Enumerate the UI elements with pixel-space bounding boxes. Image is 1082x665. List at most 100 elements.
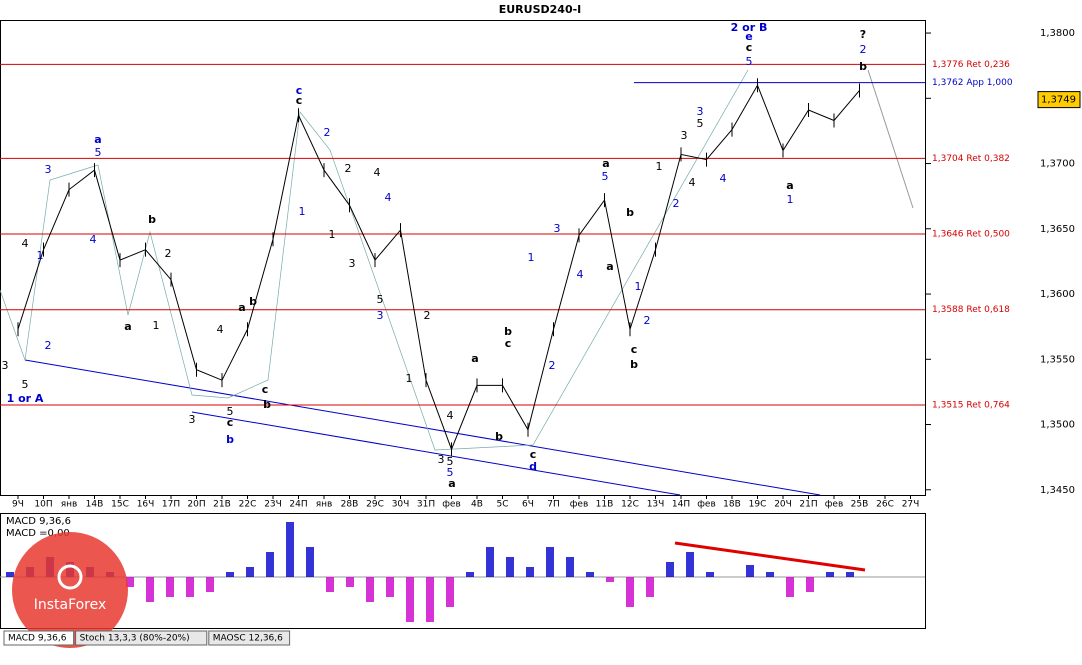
wave-label: 3: [438, 453, 445, 466]
macd-bar: [406, 577, 414, 622]
wave-label: a: [448, 477, 455, 490]
x-tick-label: 26С: [876, 500, 894, 510]
x-tick-label: 21П: [799, 500, 817, 510]
macd-bar: [786, 577, 794, 597]
trend-line: [191, 411, 681, 496]
macd-bar: [186, 577, 194, 597]
x-tick-label: янв: [61, 500, 78, 510]
wave-label: a: [602, 157, 609, 170]
macd-bar: [246, 567, 254, 577]
wave-label: b: [859, 60, 867, 73]
x-tick-label: 24П: [289, 500, 307, 510]
wave-label: a: [471, 352, 478, 365]
wave-label: 2: [45, 339, 52, 352]
wave-label: 5: [95, 146, 102, 159]
wave-label: b: [148, 213, 156, 226]
level-label: 1,3588 Ret 0,618: [932, 305, 1010, 315]
macd-bar: [326, 577, 334, 592]
x-tick-label: 22С: [239, 500, 257, 510]
wave-label: 5: [746, 55, 753, 68]
wave-label: 4: [720, 172, 727, 185]
x-tick-label: 10П: [34, 500, 52, 510]
x-tick-label: 20Ч: [774, 500, 792, 510]
wave-label: 5: [227, 405, 234, 418]
macd-bar: [666, 562, 674, 577]
wave-label: 1 or A: [7, 392, 44, 405]
y-tick-label: 1,3500: [1040, 420, 1075, 431]
x-tick-label: фев: [570, 500, 589, 510]
logo-icon: [57, 564, 83, 590]
x-tick-label: 25В: [851, 500, 869, 510]
wave-label: 5: [447, 455, 454, 468]
wave-line: [0, 69, 749, 451]
wave-label: c: [505, 337, 512, 350]
wave-label: 1: [635, 280, 642, 293]
x-tick-label: 14П: [672, 500, 690, 510]
macd-bar: [806, 577, 814, 592]
wave-label: 4: [217, 323, 224, 336]
logo-circle: [12, 532, 128, 648]
x-tick-label: 5С: [496, 500, 508, 510]
wave-label: c: [296, 94, 303, 107]
level-label: 1,3776 Ret 0,236: [932, 60, 1010, 70]
wave-label: b: [495, 430, 503, 443]
macd-bar: [366, 577, 374, 602]
wave-label: 2: [424, 309, 431, 322]
macd-bar: [486, 547, 494, 577]
wave-label: 4: [90, 233, 97, 246]
x-tick-label: 27Ч: [902, 500, 920, 510]
wave-label: 4: [689, 176, 696, 189]
macd-bar: [566, 557, 574, 577]
wave-label: c: [631, 343, 638, 356]
wave-label: 4: [577, 268, 584, 281]
wave-label: 1: [787, 193, 794, 206]
x-tick-label: 19С: [749, 500, 767, 510]
chart-title: EURUSD240-I: [499, 3, 582, 16]
x-tick-label: 29С: [366, 500, 384, 510]
x-tick-label: фев: [442, 500, 461, 510]
macd-bar: [686, 552, 694, 577]
wave-label: b: [263, 398, 271, 411]
wave-label: 1: [329, 228, 336, 241]
macd-bar: [346, 577, 354, 587]
wave-label: 1: [406, 372, 413, 385]
wave-label: c: [746, 41, 753, 54]
wave-label: 3: [2, 359, 9, 372]
macd-bar: [586, 572, 594, 577]
x-tick-label: 11В: [596, 500, 614, 510]
last-price-box: [1037, 91, 1081, 109]
x-tick-label: 14В: [86, 500, 104, 510]
wave-label: 2: [860, 43, 867, 56]
wave-label: 5: [447, 466, 454, 479]
wave-label: 3: [697, 105, 704, 118]
wave-label: 1: [656, 160, 663, 173]
wave-label: 2: [165, 247, 172, 260]
macd-frame: [0, 513, 926, 629]
x-tick-label: 17П: [162, 500, 180, 510]
wave-label: 2: [644, 314, 651, 327]
wave-label: 5: [602, 170, 609, 183]
wave-label: e: [745, 30, 752, 43]
plot-frame: [0, 20, 926, 496]
wave-label: 4: [385, 191, 392, 204]
wave-label: a: [238, 301, 245, 314]
macd-bar: [166, 577, 174, 597]
logo: InstaForex: [12, 532, 128, 648]
wave-label: ?: [860, 28, 866, 41]
tab-label: Stoch 13,3,3 (80%-20%): [80, 634, 190, 644]
x-tick-label: 18В: [723, 500, 741, 510]
wave-label: 1: [153, 319, 160, 332]
tab-label: MAOSC 12,36,6: [213, 634, 283, 644]
level-label: 1,3646 Ret 0,500: [932, 230, 1010, 240]
macd-bar: [826, 572, 834, 577]
macd-bar: [306, 547, 314, 577]
wave-label: b: [626, 206, 634, 219]
wave-label: b: [630, 358, 638, 371]
macd-bar: [846, 572, 854, 577]
y-tick-label: 1,3450: [1040, 485, 1075, 496]
y-tick-label: 1,3800: [1040, 28, 1075, 39]
wave-label: 5: [22, 378, 29, 391]
wave-label: 1: [299, 205, 306, 218]
x-tick-label: 31П: [417, 500, 435, 510]
macd-bar: [266, 552, 274, 577]
